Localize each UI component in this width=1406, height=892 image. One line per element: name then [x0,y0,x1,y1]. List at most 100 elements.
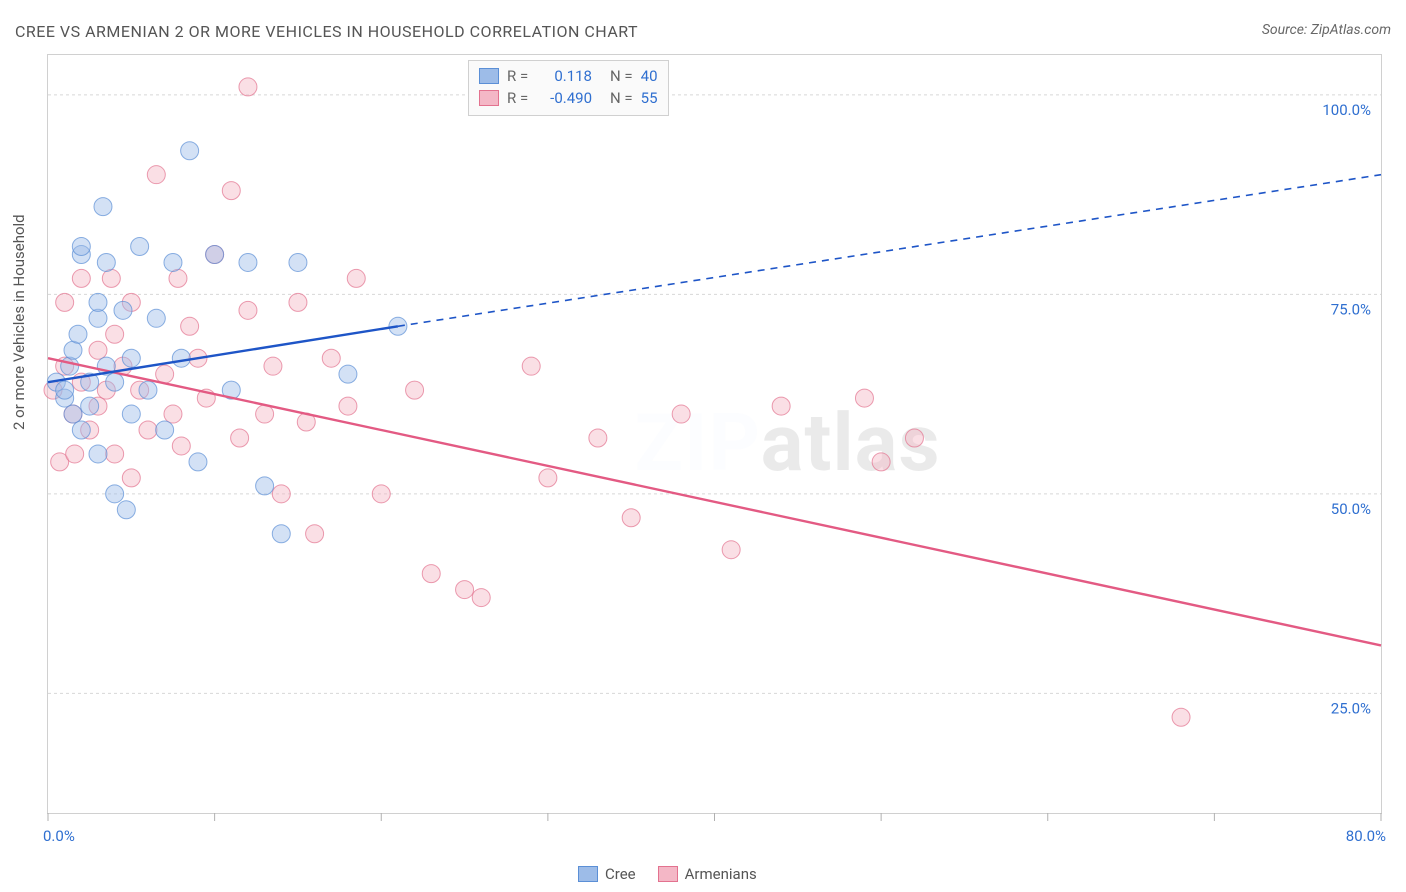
scatter-point-armenian [306,525,324,543]
scatter-point-cree [114,301,132,319]
scatter-point-cree [89,309,107,327]
legend-item-armenian: Armenians [658,865,757,883]
scatter-point-cree [206,245,224,263]
scatter-point-armenian [322,349,340,367]
plot-area: 25.0%50.0%75.0%100.0%0.0%80.0%ZIPatlas R… [47,54,1382,814]
scatter-point-cree [164,253,182,271]
scatter-point-armenian [264,357,282,375]
stat-n-value: 55 [641,89,658,107]
scatter-point-cree [64,405,82,423]
scatter-point-armenian [289,293,307,311]
scatter-point-armenian [164,405,182,423]
chart-header: CREE VS ARMENIAN 2 OR MORE VEHICLES IN H… [15,22,1391,50]
scatter-point-armenian [147,166,165,184]
scatter-point-armenian [406,381,424,399]
scatter-point-armenian [156,365,174,383]
scatter-point-cree [272,525,290,543]
chart-svg: 25.0%50.0%75.0%100.0%0.0%80.0%ZIPatlas [48,55,1381,813]
x-max-label: 80.0% [1346,827,1386,845]
scatter-point-cree [72,237,90,255]
scatter-point-armenian [522,357,540,375]
scatter-point-cree [289,253,307,271]
x-min-label: 0.0% [43,827,75,845]
scatter-point-armenian [872,453,890,471]
scatter-point-armenian [422,565,440,583]
scatter-point-cree [69,325,87,343]
scatter-point-cree [64,341,82,359]
scatter-point-cree [122,349,140,367]
scatter-point-armenian [456,581,474,599]
scatter-point-cree [89,293,107,311]
y-tick-label: 25.0% [1331,699,1371,717]
scatter-point-armenian [169,269,187,287]
scatter-point-cree [56,381,74,399]
scatter-point-armenian [905,429,923,447]
scatter-point-cree [139,381,157,399]
scatter-point-cree [156,421,174,439]
y-axis-label: 2 or more Vehicles in Household [10,214,28,430]
scatter-point-cree [256,477,274,495]
scatter-point-armenian [239,301,257,319]
scatter-point-cree [131,237,149,255]
legend-swatch-armenian-icon [658,866,678,882]
stat-n-value: 40 [641,67,658,85]
legend-item-cree: Cree [578,865,636,883]
scatter-point-cree [122,405,140,423]
stat-n-label: N = [610,89,633,107]
scatter-point-armenian [222,182,240,200]
scatter-point-armenian [172,437,190,455]
stat-r-label: R = [507,89,529,107]
scatter-point-armenian [539,469,557,487]
stat-r-value: 0.118 [537,67,592,85]
scatter-point-armenian [372,485,390,503]
scatter-point-armenian [56,293,74,311]
scatter-point-armenian [239,78,257,96]
scatter-point-cree [94,198,112,216]
swatch-armenian-icon [479,90,499,106]
legend-swatch-cree-icon [578,866,598,882]
scatter-point-cree [189,453,207,471]
legend-label: Cree [605,865,636,883]
scatter-point-armenian [72,269,90,287]
scatter-point-armenian [672,405,690,423]
scatter-point-cree [181,142,199,160]
y-tick-label: 50.0% [1331,500,1371,518]
scatter-point-armenian [106,445,124,463]
scatter-point-cree [117,501,135,519]
scatter-point-armenian [66,445,84,463]
swatch-cree-icon [479,68,499,84]
scatter-point-armenian [102,269,120,287]
scatter-point-armenian [622,509,640,527]
scatter-point-armenian [772,397,790,415]
correlation-stats-box: R = 0.118 N = 40 R = -0.490 N = 55 [468,60,669,116]
legend-bottom: Cree Armenians [578,865,757,883]
scatter-point-armenian [1172,708,1190,726]
scatter-point-cree [339,365,357,383]
scatter-point-armenian [347,269,365,287]
scatter-point-armenian [272,485,290,503]
scatter-point-armenian [181,317,199,335]
stat-n-label: N = [610,67,633,85]
scatter-point-cree [172,349,190,367]
scatter-point-cree [106,485,124,503]
scatter-point-cree [97,253,115,271]
scatter-point-armenian [589,429,607,447]
y-tick-label: 100.0% [1322,101,1371,119]
trend-line-cree-dash [398,175,1381,327]
scatter-point-armenian [722,541,740,559]
scatter-point-cree [81,397,99,415]
scatter-point-armenian [106,325,124,343]
stat-r-label: R = [507,67,529,85]
y-tick-label: 75.0% [1331,300,1371,318]
scatter-point-cree [89,445,107,463]
scatter-point-cree [72,421,90,439]
stat-r-value: -0.490 [537,89,592,107]
scatter-point-armenian [855,389,873,407]
stats-row-armenian: R = -0.490 N = 55 [479,87,658,109]
stats-row-cree: R = 0.118 N = 40 [479,65,658,87]
chart-title: CREE VS ARMENIAN 2 OR MORE VEHICLES IN H… [15,22,638,41]
scatter-point-armenian [231,429,249,447]
scatter-point-armenian [339,397,357,415]
scatter-point-armenian [472,589,490,607]
scatter-point-cree [239,253,257,271]
